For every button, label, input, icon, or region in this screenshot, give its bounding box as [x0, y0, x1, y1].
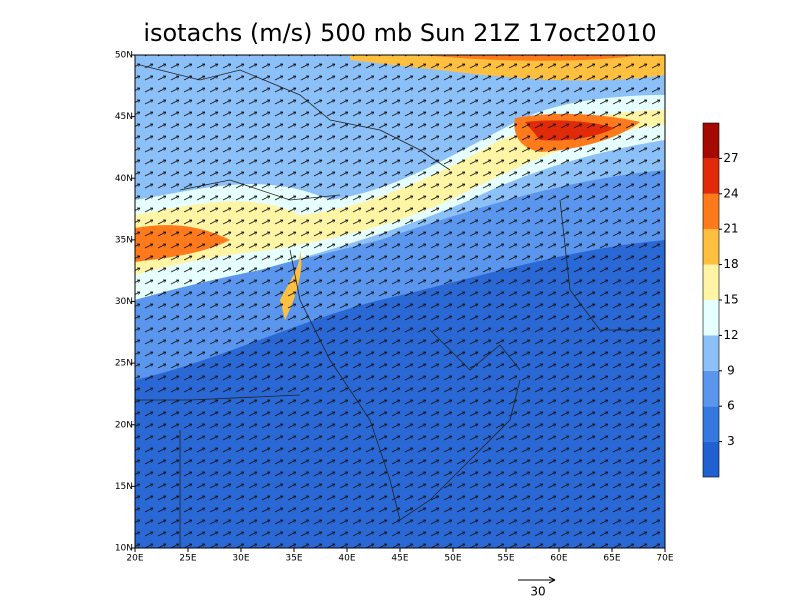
lon-tick-label: 55E — [497, 554, 514, 564]
lat-tick-label: 50N — [115, 51, 133, 61]
reference-label: 30 — [530, 585, 545, 599]
wind-field — [135, 55, 665, 548]
lat-tick-label: 20N — [115, 420, 133, 430]
borders — [135, 64, 660, 548]
colorbar-label: 21 — [723, 222, 738, 236]
colorbar-label: 9 — [727, 363, 735, 377]
lat-tick-label: 25N — [115, 359, 133, 369]
colorbar-label: 6 — [727, 399, 735, 413]
colorbar-swatch — [703, 264, 719, 300]
map-title: isotachs (m/s) 500 mb Sun 21Z 17oct2010 — [143, 19, 656, 47]
colorbar-swatch — [703, 406, 719, 442]
colorbar-swatch — [703, 300, 719, 336]
lat-tick-label: 30N — [115, 297, 133, 307]
colorbar-swatch — [703, 441, 719, 477]
lon-tick-label: 60E — [550, 554, 567, 564]
colorbar-swatch — [703, 229, 719, 265]
colorbar-label: 3 — [727, 434, 735, 448]
lon-tick-label: 35E — [285, 554, 302, 564]
colorbar-swatch — [703, 370, 719, 407]
colorbar-label: 27 — [723, 151, 738, 165]
lat-tick-label: 45N — [115, 112, 133, 122]
lon-tick-label: 45E — [391, 554, 408, 564]
lat-tick-label: 35N — [115, 235, 133, 245]
lon-tick-label: 40E — [338, 554, 355, 564]
lon-tick-label: 20E — [126, 554, 143, 564]
wind-vectors — [135, 55, 665, 548]
colorbar-swatch — [703, 158, 719, 194]
colorbar-label: 12 — [723, 328, 738, 342]
lat-tick-label: 15N — [115, 482, 133, 492]
colorbar-swatch — [703, 335, 719, 371]
colorbar-label: 24 — [723, 186, 738, 200]
lon-tick-label: 65E — [603, 554, 620, 564]
colorbar-swatch — [703, 123, 719, 159]
colorbar-label: 18 — [723, 257, 738, 271]
lat-tick-label: 10N — [115, 544, 133, 554]
lat-tick-label: 40N — [115, 174, 133, 184]
lon-tick-label: 30E — [232, 554, 249, 564]
reference-arrow — [518, 576, 556, 584]
lon-tick-label: 25E — [179, 554, 196, 564]
lon-tick-label: 50E — [444, 554, 461, 564]
colorbar-swatch — [703, 193, 719, 230]
lon-tick-label: 70E — [656, 554, 673, 564]
colorbar-label: 15 — [723, 293, 738, 307]
